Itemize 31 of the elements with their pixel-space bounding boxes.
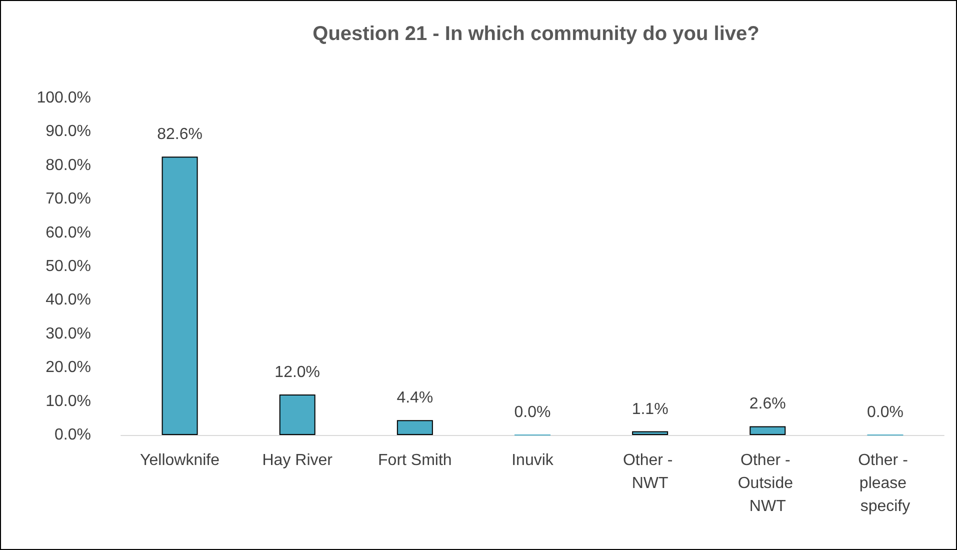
data-label: 12.0%: [274, 364, 320, 382]
y-tick-label: 10.0%: [46, 392, 91, 410]
y-tick-label: 40.0%: [46, 292, 91, 309]
data-label: 82.6%: [157, 126, 202, 144]
bar: [750, 426, 786, 435]
x-tick-label: Inuvik: [512, 452, 554, 469]
x-tick-label: Hay River: [262, 452, 334, 469]
data-label: 1.1%: [632, 400, 668, 418]
bar: [632, 431, 668, 435]
chart-title: Question 21 - In which community do you live?: [312, 23, 760, 45]
x-tick-label: Fort Smith: [378, 452, 452, 469]
y-tick-label: 90.0%: [46, 123, 91, 140]
y-tick-label: 60.0%: [46, 224, 91, 242]
y-tick-label: 80.0%: [46, 156, 91, 174]
data-label: 2.6%: [749, 396, 786, 413]
y-tick-label: 20.0%: [46, 359, 91, 376]
data-label: 4.4%: [396, 390, 434, 407]
bar: [396, 420, 433, 435]
x-tick-label: Other - please specify: [858, 452, 912, 515]
data-label: 0.0%: [866, 404, 904, 421]
y-tick-label: 100.0%: [36, 90, 91, 106]
bar: [279, 394, 316, 435]
x-tick-label: Other - Outside NWT: [738, 452, 798, 515]
x-tick-label: Yellowknife: [140, 452, 220, 469]
data-label: 0.0%: [514, 404, 551, 421]
y-tick-label: 30.0%: [46, 325, 91, 342]
bar: [162, 156, 198, 435]
y-tick-label: 50.0%: [46, 258, 91, 275]
y-tick-label: 70.0%: [46, 190, 91, 208]
y-tick-label: 0.0%: [54, 426, 91, 444]
x-tick-label: Other - NWT: [622, 452, 678, 492]
